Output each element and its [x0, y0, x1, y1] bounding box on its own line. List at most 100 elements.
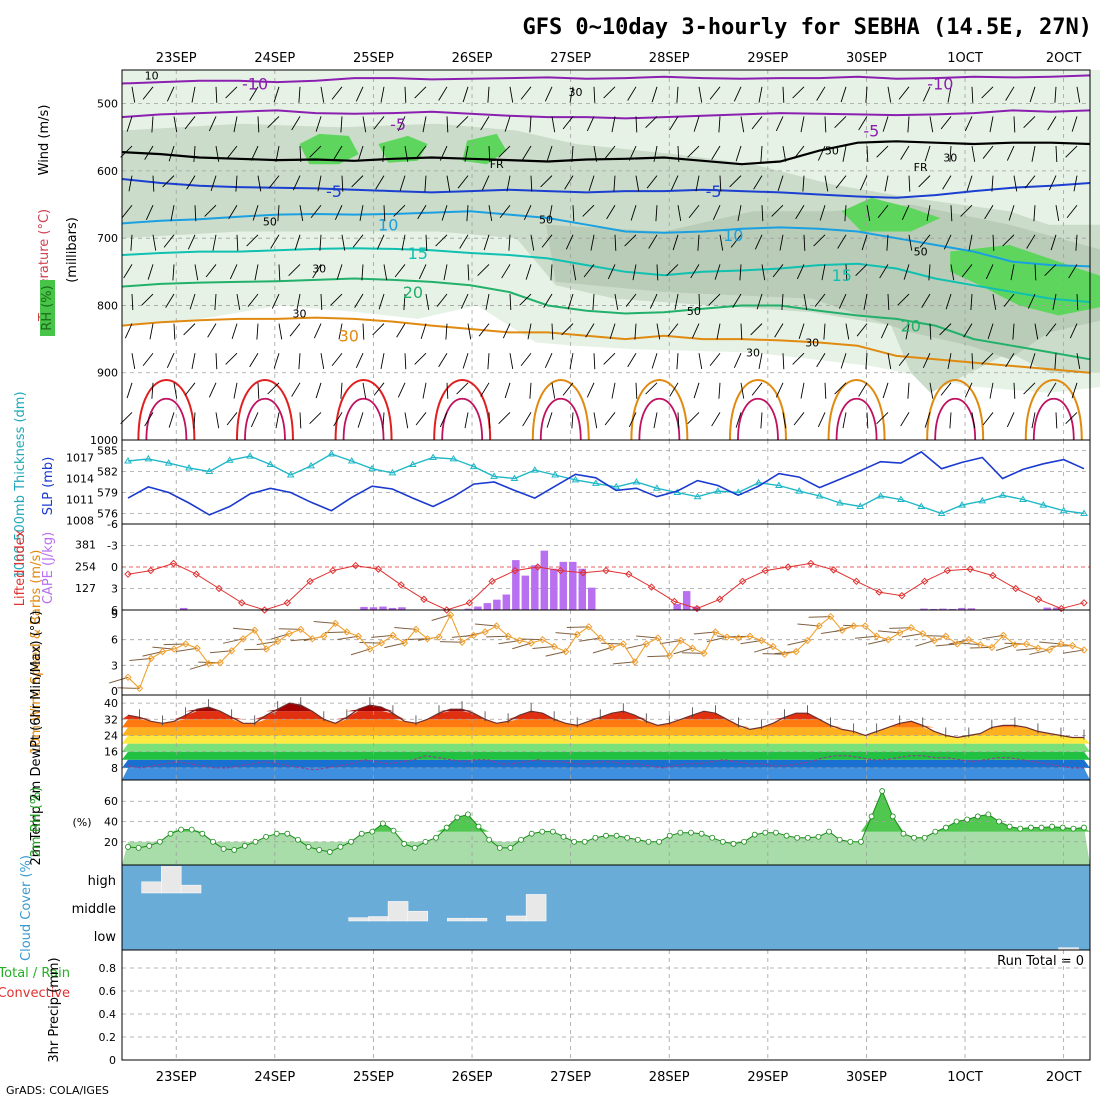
- lifted-index-point: [169, 559, 178, 568]
- temperature-contour-label: 20: [901, 317, 921, 336]
- wind-barb: [645, 116, 658, 129]
- lifted-index-point: [579, 569, 587, 577]
- wind-barb: [1055, 205, 1060, 222]
- surface-isotherm: [145, 398, 188, 441]
- wind-speed-point: [861, 622, 869, 630]
- cloud-bar: [506, 915, 527, 922]
- wind-barb: [338, 323, 343, 340]
- wind-speed-point: [838, 626, 846, 634]
- wind-barb: [1024, 175, 1036, 189]
- thickness-point: [429, 453, 437, 460]
- cape-bar: [512, 560, 520, 610]
- wind-barb: [561, 323, 574, 336]
- wind-speed-point: [826, 612, 835, 621]
- cape-bar: [939, 608, 947, 610]
- wind-barb: [592, 646, 612, 654]
- wind-barb: [586, 382, 595, 398]
- thickness-point: [998, 491, 1007, 498]
- wind-barb: [1005, 86, 1015, 101]
- wind-barb: [555, 632, 578, 636]
- wind-barb: [1062, 649, 1085, 654]
- wind-barb: [498, 412, 511, 425]
- wind-barb: [354, 293, 364, 308]
- rh-point: [560, 833, 567, 840]
- wind-barb: [362, 116, 367, 133]
- wind-barb: [901, 205, 910, 220]
- lifted-index-point: [260, 606, 269, 614]
- lifted-index-point: [397, 581, 405, 589]
- thickness-point: [815, 492, 824, 499]
- top-date-label: 29SEP: [747, 51, 788, 66]
- wind-barb: [250, 412, 259, 428]
- wind-speed-point: [711, 628, 720, 636]
- wind-barb: [278, 323, 283, 340]
- wind-barb: [601, 642, 624, 645]
- rh-contour-label: 30: [943, 151, 957, 164]
- wind-barb: [233, 116, 238, 133]
- wind-barb: [498, 145, 511, 158]
- thickness-point: [897, 495, 905, 502]
- wind-barb: [333, 412, 343, 427]
- cloud-bar: [348, 917, 369, 922]
- wind-barb: [438, 352, 448, 368]
- wind-barb: [609, 323, 616, 339]
- wind-barb: [129, 657, 152, 661]
- precip-tick-label: 0.6: [99, 985, 117, 998]
- wind-barb: [504, 382, 511, 399]
- wind-barb: [443, 264, 448, 281]
- wind-speed-point: [1011, 641, 1019, 649]
- wind-barb: [712, 205, 721, 220]
- wind-barb: [958, 642, 981, 646]
- lifted-index-point: [875, 588, 883, 596]
- wind-barb: [152, 646, 175, 650]
- wind-barb: [868, 639, 889, 645]
- wind-barb: [989, 116, 994, 133]
- rh2m-panel: 2m RH (%) 60 40 20 (%): [29, 779, 1091, 866]
- wind-barb: [627, 86, 637, 101]
- wind-barb: [126, 116, 133, 132]
- wind-barb: [754, 646, 774, 653]
- wind-barb: [278, 628, 301, 630]
- wind-barb: [816, 86, 826, 101]
- wind-barb: [792, 352, 805, 365]
- rh-point: [443, 824, 450, 831]
- rh-point: [868, 813, 875, 820]
- wind-barb: [247, 293, 259, 307]
- thickness-point: [978, 496, 987, 504]
- wind-barb: [611, 116, 616, 133]
- cape-bar: [369, 607, 378, 610]
- wind-barb: [1006, 412, 1015, 428]
- wind-barb: [756, 293, 763, 310]
- wind-barb: [735, 145, 742, 162]
- wind-barb: [918, 175, 931, 188]
- wind-barb: [971, 412, 976, 429]
- wind-speed-point: [965, 635, 973, 644]
- lifted-index-point: [716, 595, 724, 603]
- wind-barb: [845, 264, 848, 281]
- wind-barb: [607, 264, 616, 280]
- wind-barb: [593, 353, 596, 370]
- thickness-point: [652, 484, 661, 491]
- rh-point: [1038, 824, 1045, 831]
- thickness-tick-label: 585: [97, 445, 118, 458]
- wind-barb: [254, 264, 259, 281]
- wind-barb: [947, 86, 952, 103]
- wind-barb: [698, 293, 701, 311]
- lifted-index-point: [1057, 604, 1065, 613]
- thickness-point: [876, 492, 885, 499]
- wind-barb: [244, 648, 267, 651]
- wind-barb: [162, 175, 175, 188]
- wind-barb: [924, 412, 931, 428]
- lifted-index-point: [852, 577, 861, 586]
- wind-barb: [404, 86, 407, 103]
- wind-barb: [173, 382, 178, 399]
- wind-speed-point: [792, 647, 800, 656]
- rh-point: [380, 820, 386, 827]
- wind-speed-point: [124, 673, 132, 682]
- wind-barb: [802, 175, 805, 192]
- wind-barb: [711, 145, 721, 160]
- bottom-date-label: 26SEP: [452, 1070, 493, 1085]
- wind-speed-point: [550, 642, 558, 651]
- cape-bar: [673, 603, 681, 610]
- wind-barb: [1052, 293, 1057, 310]
